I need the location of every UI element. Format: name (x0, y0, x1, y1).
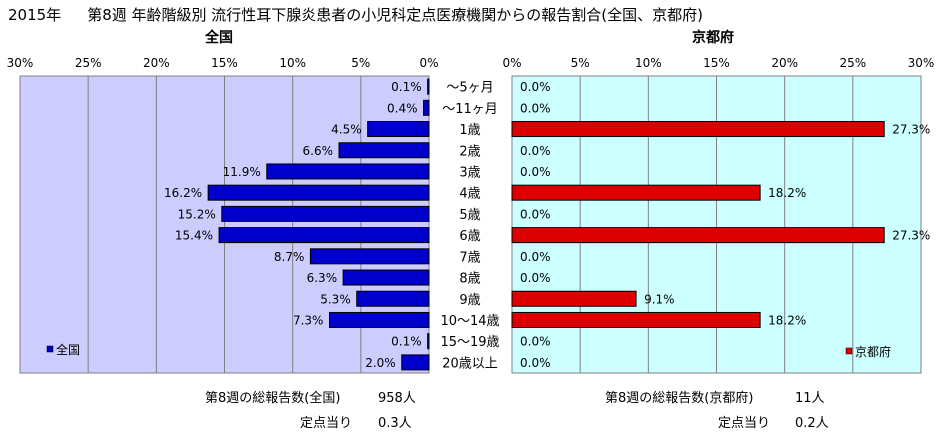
national-bar (221, 205, 430, 222)
age-category-label: 5歳 (459, 208, 480, 223)
national-x-tick: 25% (75, 56, 102, 70)
kyoto-bar-label: 0.0% (520, 165, 551, 179)
national-bar-label: 5.3% (320, 292, 351, 306)
kyoto-bar (511, 184, 761, 201)
age-category-label: 2歳 (459, 144, 480, 159)
national-bar-label: 15.2% (178, 207, 216, 221)
national-x-tick: 0% (419, 56, 438, 70)
kyoto-legend-swatch (845, 347, 853, 355)
national-bar-label: 6.3% (307, 271, 338, 285)
national-bar (338, 142, 430, 159)
kyoto-bar-label: 0.0% (520, 80, 551, 94)
national-bar (218, 227, 430, 244)
national-bar-label: 2.0% (365, 356, 396, 370)
age-category-label: 7歳 (459, 250, 480, 265)
age-category-label: 6歳 (459, 229, 480, 244)
national-bar (342, 269, 430, 286)
national-bar-label: 8.7% (274, 250, 305, 264)
national-bar (401, 354, 430, 371)
age-category-label: ～11ヶ月 (442, 102, 498, 117)
kyoto-bar-label: 0.0% (520, 356, 551, 370)
kyoto-bar-label: 0.0% (520, 144, 551, 158)
national-x-tick: 20% (143, 56, 170, 70)
national-bar-label: 0.4% (387, 101, 418, 115)
national-chart-panel: 30% 25% 20% 15% 10% 5% 0% 0.1% 0.4% 4.5% 6.6% 11.9%… (7, 56, 439, 374)
kyoto-bar-label: 0.0% (520, 101, 551, 115)
national-bar (309, 248, 430, 265)
national-bar (367, 121, 430, 138)
national-bar (207, 184, 430, 201)
age-category-label: 20歳以上 (442, 356, 498, 371)
kyoto-chart-panel: 0% 5% 10% 15% 20% 25% 30% 0.0% 0.0% 27.3% 0.0% 0.0%… (502, 56, 935, 374)
kyoto-x-tick: 20% (771, 56, 798, 70)
national-legend-label: 全国 (56, 342, 80, 357)
national-per-value: 0.3人 (378, 416, 412, 431)
kyoto-x-tick: 30% (908, 56, 935, 70)
kyoto-x-tick: 5% (571, 56, 590, 70)
age-category-label: 15～19歳 (440, 335, 499, 350)
national-bar (423, 99, 430, 116)
national-legend-swatch (46, 345, 54, 353)
kyoto-bar-label: 27.3% (892, 123, 930, 137)
kyoto-x-tick: 0% (502, 56, 521, 70)
national-x-tick: 15% (211, 56, 238, 70)
age-category-label: 8歳 (459, 272, 480, 287)
kyoto-panel-title: 京都府 (692, 30, 734, 46)
national-bar-label: 11.9% (223, 165, 261, 179)
age-category-labels: ～5ヶ月 ～11ヶ月 1歳 2歳 3歳 4歳 5歳 6歳 7歳 8歳 9歳 10～14歳 15～19歳 2… (440, 81, 499, 372)
national-bar-label: 7.3% (293, 313, 324, 327)
kyoto-bar-label: 0.0% (520, 271, 551, 285)
chart-title: 2015年 第8週 年齢階級別 流行性耳下腺炎患者の小児科定点医療機関からの報告割… (8, 4, 703, 25)
kyoto-per-label: 定点当り (718, 416, 771, 431)
kyoto-x-tick: 15% (703, 56, 730, 70)
kyoto-bar-label: 0.0% (520, 335, 551, 349)
national-panel-title: 全国 (205, 30, 233, 46)
kyoto-bar (511, 311, 761, 328)
national-x-tick: 5% (351, 56, 370, 70)
title-text: 第8週 年齢階級別 流行性耳下腺炎患者の小児科定点医療機関からの報告割合(全国、… (87, 6, 703, 24)
national-bar-label: 16.2% (164, 186, 202, 200)
kyoto-total-value: 11人 (795, 391, 825, 406)
national-bar (266, 163, 430, 180)
age-category-label: 9歳 (459, 293, 480, 308)
kyoto-bar-label: 27.3% (892, 229, 930, 243)
kyoto-bar-label: 0.0% (520, 250, 551, 264)
age-category-label: 10～14歳 (440, 314, 499, 329)
kyoto-x-tick: 10% (635, 56, 662, 70)
kyoto-per-value: 0.2人 (795, 416, 829, 431)
national-bar (328, 311, 430, 328)
kyoto-bar-label: 18.2% (768, 186, 806, 200)
national-x-tick: 10% (279, 56, 306, 70)
kyoto-bar-label: 18.2% (768, 313, 806, 327)
national-x-tick: 30% (7, 56, 34, 70)
age-category-label: 4歳 (459, 187, 480, 202)
kyoto-total-label: 第8週の総報告数(京都府) (605, 391, 754, 406)
national-bar-label: 4.5% (331, 123, 362, 137)
kyoto-bar-label: 0.0% (520, 207, 551, 221)
kyoto-bar-label: 9.1% (644, 292, 675, 306)
national-per-label: 定点当り (300, 416, 353, 431)
national-total-value: 958人 (378, 391, 416, 406)
age-category-label: 3歳 (459, 165, 480, 180)
kyoto-bar (511, 121, 885, 138)
national-bar-label: 6.6% (303, 144, 334, 158)
national-bar (356, 290, 430, 307)
kyoto-x-tick: 25% (839, 56, 866, 70)
national-bar (427, 78, 430, 95)
national-total-label: 第8週の総報告数(全国) (205, 391, 341, 406)
national-bar-label: 15.4% (175, 229, 213, 243)
age-category-label: ～5ヶ月 (446, 81, 493, 96)
national-bar-label: 0.1% (391, 335, 422, 349)
national-bar (427, 333, 430, 350)
age-category-label: 1歳 (459, 123, 480, 138)
kyoto-bar (511, 227, 885, 244)
national-bar-label: 0.1% (391, 80, 422, 94)
kyoto-bar (511, 290, 637, 307)
kyoto-legend-label: 京都府 (855, 344, 891, 359)
title-year: 2015年 (8, 6, 62, 24)
